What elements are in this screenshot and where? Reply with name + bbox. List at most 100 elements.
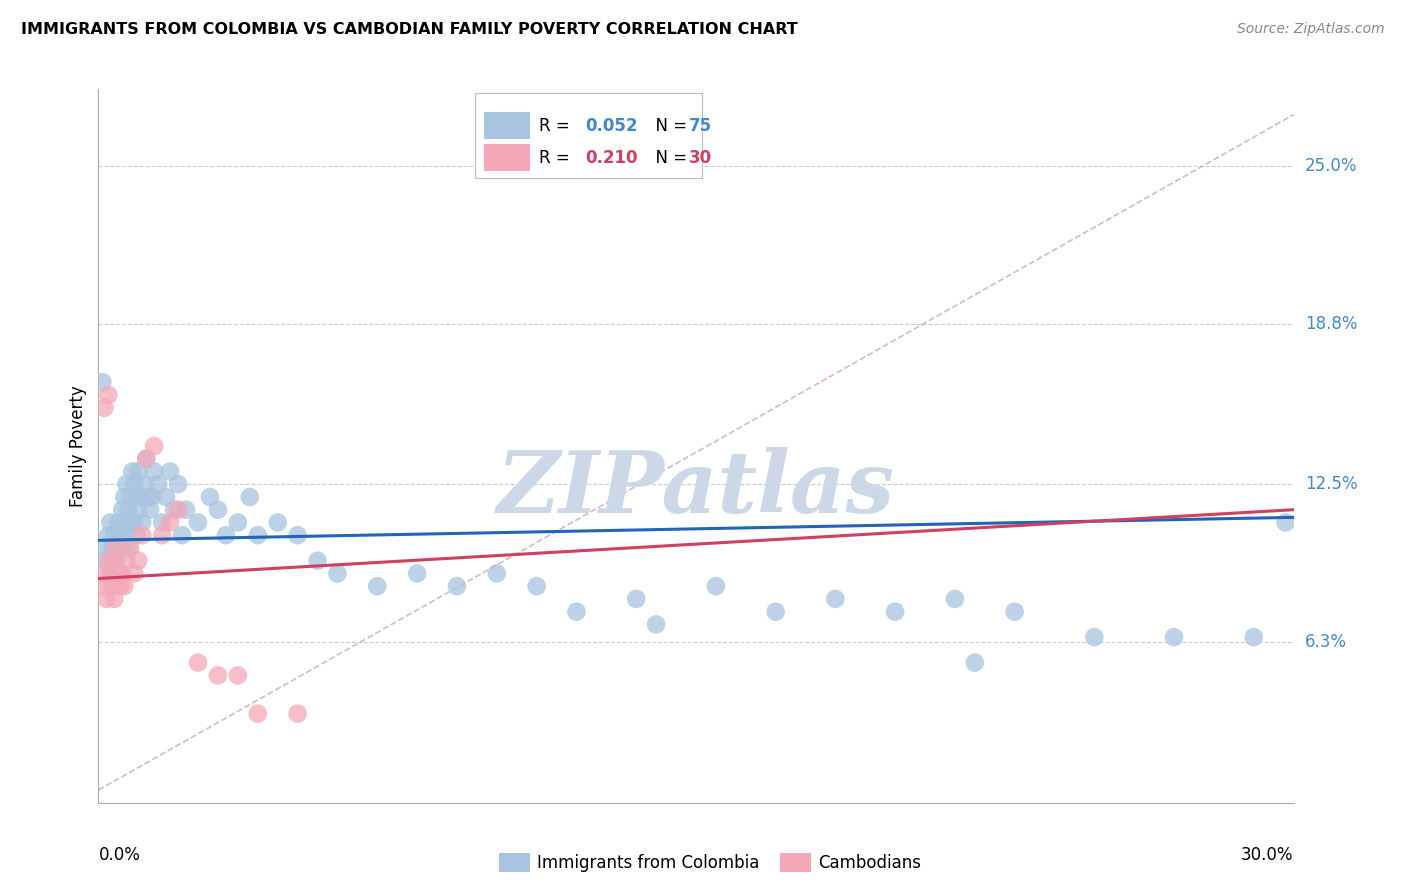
Text: N =: N = xyxy=(644,117,692,135)
Point xyxy=(824,591,846,606)
Point xyxy=(765,605,787,619)
Text: 30: 30 xyxy=(689,149,711,167)
Point xyxy=(246,528,269,542)
Point xyxy=(150,516,173,530)
Point xyxy=(215,528,238,542)
Text: 0.0%: 0.0% xyxy=(98,846,141,863)
Point xyxy=(120,541,142,555)
Point xyxy=(129,490,152,504)
Point xyxy=(135,451,157,466)
Point xyxy=(98,516,122,530)
Point xyxy=(485,566,508,581)
Point xyxy=(101,579,124,593)
FancyBboxPatch shape xyxy=(475,93,702,178)
Point xyxy=(112,490,135,504)
Point xyxy=(267,516,290,530)
Point xyxy=(143,439,166,453)
Text: 12.5%: 12.5% xyxy=(1305,475,1357,493)
Text: ZIPatlas: ZIPatlas xyxy=(496,447,896,531)
Point xyxy=(127,465,149,479)
Point xyxy=(110,566,132,581)
Point xyxy=(135,451,157,466)
Text: IMMIGRANTS FROM COLOMBIA VS CAMBODIAN FAMILY POVERTY CORRELATION CHART: IMMIGRANTS FROM COLOMBIA VS CAMBODIAN FA… xyxy=(21,22,797,37)
Point xyxy=(103,528,125,542)
Point xyxy=(167,477,190,491)
Point xyxy=(645,617,668,632)
Point xyxy=(117,502,139,516)
Point xyxy=(107,541,129,555)
Point xyxy=(207,502,229,516)
Point xyxy=(110,579,132,593)
Point xyxy=(943,591,966,606)
Point xyxy=(246,706,269,721)
Point xyxy=(143,465,166,479)
Point xyxy=(526,579,548,593)
FancyBboxPatch shape xyxy=(485,145,530,171)
Point xyxy=(124,566,146,581)
Point xyxy=(226,516,249,530)
Point xyxy=(112,579,135,593)
Point xyxy=(121,465,143,479)
Point xyxy=(172,528,194,542)
Point xyxy=(125,528,148,542)
Text: 18.8%: 18.8% xyxy=(1305,315,1357,333)
Point xyxy=(326,566,349,581)
Point xyxy=(207,668,229,682)
Point xyxy=(148,477,170,491)
Point xyxy=(287,528,309,542)
Text: N =: N = xyxy=(644,149,692,167)
Point xyxy=(115,554,138,568)
Point xyxy=(93,401,115,415)
Point xyxy=(287,706,309,721)
Point xyxy=(91,566,114,581)
Text: 6.3%: 6.3% xyxy=(1305,633,1347,651)
Point xyxy=(174,502,197,516)
Text: 25.0%: 25.0% xyxy=(1305,157,1357,175)
Point xyxy=(307,554,329,568)
Point xyxy=(141,490,163,504)
Point xyxy=(159,465,181,479)
Point xyxy=(187,516,209,530)
Point xyxy=(110,528,132,542)
Point xyxy=(155,490,177,504)
Point xyxy=(187,656,209,670)
Point xyxy=(239,490,262,504)
Point xyxy=(198,490,221,504)
Point xyxy=(127,502,149,516)
Point xyxy=(127,554,149,568)
Point xyxy=(91,376,114,390)
Point xyxy=(134,477,156,491)
Point xyxy=(101,566,124,581)
Point xyxy=(105,541,128,555)
Text: 0.052: 0.052 xyxy=(585,117,637,135)
Point xyxy=(97,554,120,568)
Text: Source: ZipAtlas.com: Source: ZipAtlas.com xyxy=(1237,22,1385,37)
Text: 30.0%: 30.0% xyxy=(1241,846,1294,863)
Point xyxy=(124,477,146,491)
Point xyxy=(167,502,190,516)
Point xyxy=(565,605,588,619)
Point xyxy=(131,528,153,542)
Point xyxy=(93,541,115,555)
Point xyxy=(115,477,138,491)
Text: R =: R = xyxy=(540,149,575,167)
Point xyxy=(1163,630,1185,644)
Point xyxy=(366,579,388,593)
Point xyxy=(159,516,181,530)
Point xyxy=(163,502,186,516)
Point xyxy=(97,388,120,402)
Point xyxy=(1004,605,1026,619)
Point xyxy=(107,566,129,581)
Point xyxy=(120,490,142,504)
Point xyxy=(1243,630,1265,644)
Point xyxy=(97,528,120,542)
Point xyxy=(98,566,122,581)
Point xyxy=(111,502,134,516)
Point xyxy=(96,591,118,606)
Point xyxy=(624,591,647,606)
Point xyxy=(446,579,468,593)
Point xyxy=(884,605,907,619)
Text: 0.210: 0.210 xyxy=(585,149,637,167)
Point xyxy=(226,668,249,682)
Text: Immigrants from Colombia: Immigrants from Colombia xyxy=(537,854,759,871)
